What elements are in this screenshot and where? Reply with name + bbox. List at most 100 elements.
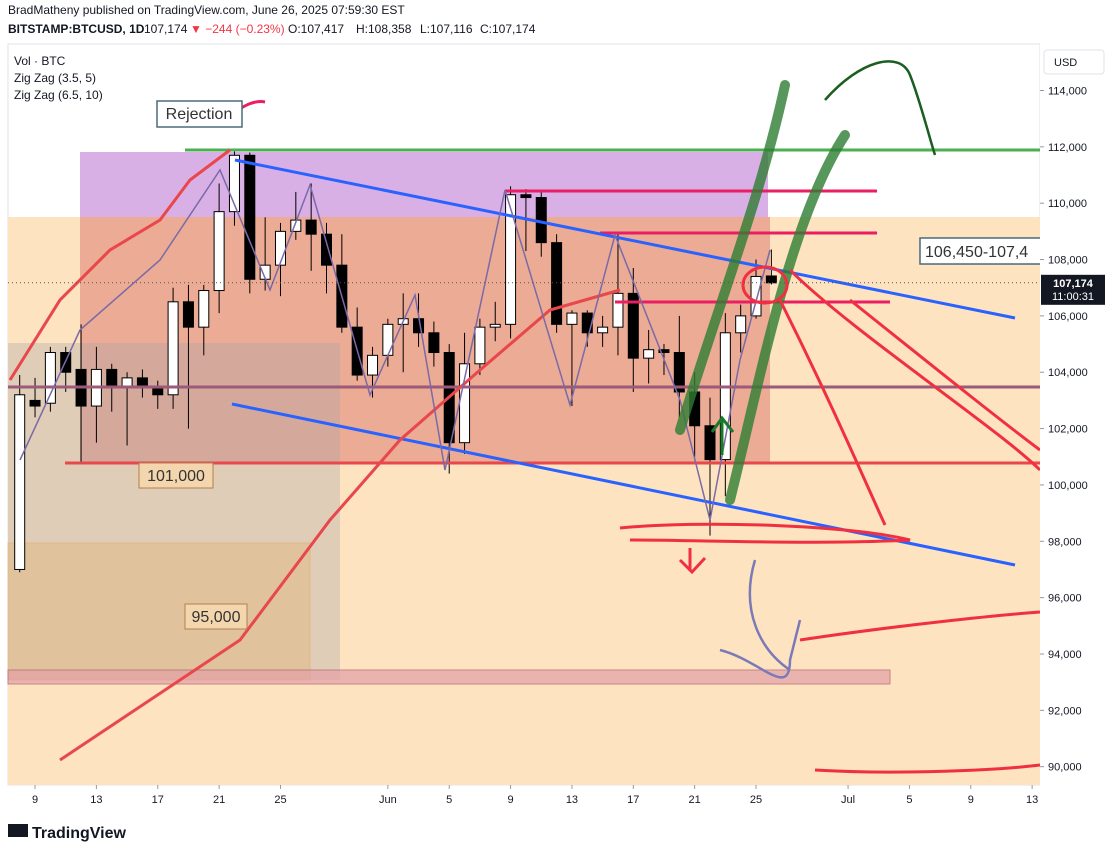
drawing <box>719 559 802 679</box>
ma-line <box>8 148 231 381</box>
price-label: 107,174 <box>1053 278 1094 290</box>
countdown: 11:00:31 <box>1052 291 1094 303</box>
candle-body <box>520 194 532 199</box>
indicator[interactable]: Zig Zag (6.5, 10) <box>14 88 103 102</box>
y-tick-label: 102,000 <box>1048 424 1088 436</box>
x-tick-label: 9 <box>508 794 514 806</box>
publisher: BradMatheny published on TradingView.com… <box>8 3 405 17</box>
candle-body <box>198 290 210 328</box>
zone <box>7 669 891 685</box>
close: C:107,174 <box>480 22 536 36</box>
candle-body <box>121 377 133 387</box>
candle-body <box>505 194 517 325</box>
y-tick-label: 92,000 <box>1048 705 1082 717</box>
candle-body <box>413 318 425 334</box>
x-tick-label: Jun <box>379 794 397 806</box>
open: O:107,417 <box>288 22 344 36</box>
candle-body <box>182 301 194 328</box>
currency-button[interactable] <box>1043 49 1105 75</box>
logo-icon <box>8 824 28 837</box>
x-tick-label: 25 <box>750 794 762 806</box>
drawing <box>619 268 1042 774</box>
drawing <box>710 415 735 455</box>
candle-body <box>428 332 440 354</box>
zone <box>80 152 768 217</box>
x-tick-label: 25 <box>274 794 286 806</box>
candle-body <box>581 312 593 334</box>
candle-body <box>106 368 118 387</box>
candle-body <box>612 292 624 328</box>
candle-body <box>305 219 317 235</box>
y-tick-label: 110,000 <box>1048 198 1087 210</box>
candle-body <box>290 219 302 232</box>
candle-body <box>228 154 240 213</box>
candle-body <box>643 349 655 359</box>
low: L:107,116 <box>420 22 473 36</box>
candle-body <box>367 354 379 376</box>
zone <box>80 217 770 463</box>
x-tick-label: 5 <box>446 794 452 806</box>
candle-body <box>735 315 747 334</box>
trend-line <box>231 402 1016 567</box>
y-tick-label: 90,000 <box>1048 762 1082 774</box>
candle-body <box>658 349 670 354</box>
indicator[interactable]: Zig Zag (3.5, 5) <box>14 71 96 85</box>
candle-body <box>382 323 394 356</box>
trend-line <box>234 158 1016 320</box>
x-tick-label: 21 <box>689 794 701 806</box>
zigzag <box>19 168 771 521</box>
annotation: 95,000 <box>192 609 241 626</box>
candle-body <box>136 377 148 387</box>
drawing <box>741 265 789 305</box>
drawing <box>675 80 850 505</box>
x-tick-label: 21 <box>213 794 225 806</box>
candle-body <box>14 394 26 570</box>
x-axis: 9 13 17 21 25 Jun 5 9 13 17 21 25 Jul 5 9 13 <box>32 785 1038 806</box>
y-tick-label: 100,000 <box>1048 480 1088 492</box>
candle-body <box>167 301 179 396</box>
indicator[interactable]: Vol · BTC <box>14 54 66 68</box>
annotation-box <box>184 603 248 630</box>
zone <box>7 542 311 681</box>
candle-body <box>213 211 225 292</box>
y-axis: 90,000 92,000 94,000 96,000 98,000 100,000 102… <box>1040 85 1088 774</box>
price-label-box <box>1041 274 1105 305</box>
y-tick-label: 106,000 <box>1048 311 1088 323</box>
y-tick-label: 94,000 <box>1048 649 1082 661</box>
x-tick-label: 17 <box>152 794 164 806</box>
x-tick-label: 9 <box>32 794 38 806</box>
candle-body <box>719 332 731 461</box>
candle-body <box>673 352 685 393</box>
x-tick-label: 5 <box>906 794 912 806</box>
last: 107,174 <box>144 22 188 36</box>
candle-body <box>597 326 609 334</box>
symbol: BITSTAMP:BTCUSD, 1D <box>8 22 145 36</box>
candle-body <box>566 312 578 325</box>
annotation: Rejection <box>166 106 233 123</box>
footer-logo[interactable]: TradingView <box>32 825 127 842</box>
candle-body <box>489 323 501 328</box>
candle-body <box>44 352 56 404</box>
x-tick-label: 13 <box>1026 794 1038 806</box>
annotation: 106,450-107,4 <box>925 244 1028 261</box>
x-tick-label: 13 <box>90 794 102 806</box>
x-tick-label: 13 <box>566 794 578 806</box>
x-tick-label: 9 <box>968 794 974 806</box>
change: ▼ −244 (−0.23%) <box>190 22 285 36</box>
candles <box>14 149 777 573</box>
y-tick-label: 98,000 <box>1048 536 1082 548</box>
annotation-box <box>156 100 243 128</box>
x-tick-label: 17 <box>627 794 639 806</box>
drawing <box>824 60 937 156</box>
high: H:108,358 <box>356 22 412 36</box>
candle-body <box>704 425 716 461</box>
candle-body <box>551 242 563 325</box>
y-tick-label: 96,000 <box>1048 593 1082 605</box>
annotation: 101,000 <box>147 468 205 485</box>
candle-body <box>321 233 332 266</box>
price-axis <box>1040 44 1113 785</box>
y-tick-label: 114,000 <box>1048 85 1087 97</box>
candle-body <box>474 326 486 365</box>
